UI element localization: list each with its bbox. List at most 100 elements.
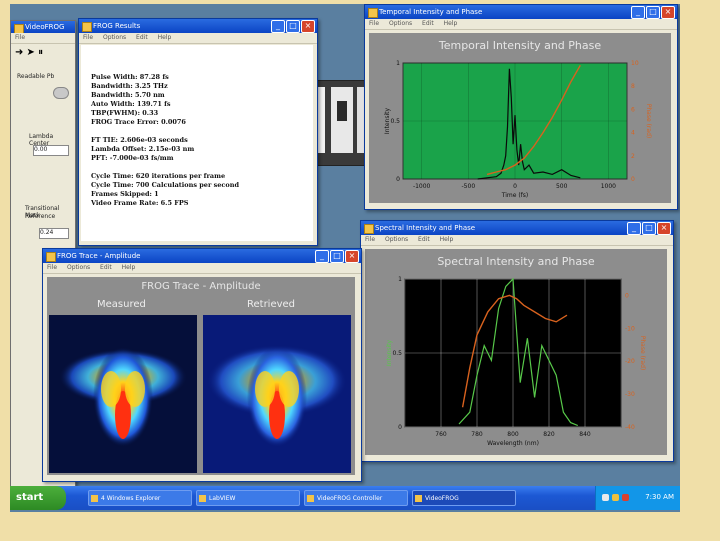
menu-help[interactable]: Help bbox=[443, 20, 458, 27]
task-explorer[interactable]: 4 Windows Explorer bbox=[88, 490, 192, 506]
task-videofrog[interactable]: VideoFROG bbox=[412, 490, 516, 506]
measured-trace-image bbox=[49, 315, 197, 473]
result-cycle-calcs: Cycle Time: 700 Calculations per second bbox=[91, 181, 239, 189]
system-tray: 7:30 AM bbox=[595, 486, 680, 510]
temporal-y2-tick-label: 2 bbox=[631, 153, 635, 160]
spectral-window[interactable]: Spectral Intensity and Phase _ □ × File … bbox=[360, 220, 674, 462]
result-ft-tie: FT TIE: 2.606e-03 seconds bbox=[91, 136, 188, 144]
menu-options[interactable]: Options bbox=[66, 264, 91, 271]
menu-options[interactable]: Options bbox=[102, 34, 127, 41]
result-auto-width: Auto Width: 139.71 fs bbox=[91, 100, 171, 108]
frog-results-window[interactable]: FROG Results _ □ × File Options Edit Hel… bbox=[78, 18, 318, 246]
close-button[interactable]: × bbox=[657, 222, 671, 235]
menu-file[interactable]: File bbox=[369, 20, 380, 27]
spectral-titlebar[interactable]: Spectral Intensity and Phase _ □ × bbox=[361, 221, 673, 235]
frog-trace-window-title: FROG Trace - Amplitude bbox=[57, 252, 141, 260]
temporal-y-tick-label: 1 bbox=[396, 60, 400, 67]
speaker-icon[interactable] bbox=[602, 494, 609, 501]
menu-edit[interactable]: Edit bbox=[418, 236, 430, 243]
task-explorer-label: 4 Windows Explorer bbox=[101, 495, 161, 502]
results-text-panel: Pulse Width: 87.28 fs Bandwidth: 3.25 TH… bbox=[81, 45, 313, 241]
menu-help[interactable]: Help bbox=[121, 264, 136, 271]
minimize-button[interactable]: _ bbox=[631, 6, 645, 19]
menu-edit[interactable]: Edit bbox=[136, 34, 148, 41]
close-button[interactable]: × bbox=[345, 250, 359, 263]
network-icon[interactable] bbox=[612, 494, 619, 501]
start-button[interactable]: start bbox=[10, 486, 66, 510]
frog-trace-titlebar[interactable]: FROG Trace - Amplitude _ □ × bbox=[43, 249, 361, 263]
temporal-x-axis-label: Time (fs) bbox=[501, 192, 529, 199]
close-button[interactable]: × bbox=[301, 20, 315, 33]
left-field-2[interactable]: 0.24 bbox=[39, 228, 69, 239]
spectral-y-tick-label: 1 bbox=[398, 276, 402, 283]
maximize-button[interactable]: □ bbox=[330, 250, 344, 263]
minimize-button[interactable]: _ bbox=[315, 250, 329, 263]
spectral-y2-axis-label: Phase (rad) bbox=[639, 336, 646, 370]
shield-icon[interactable] bbox=[622, 494, 629, 501]
menu-options[interactable]: Options bbox=[388, 20, 413, 27]
spectral-x-tick-label: 780 bbox=[471, 431, 483, 438]
result-tbp: TBP(FWHM): 0.33 bbox=[91, 109, 159, 117]
result-frames-skipped: Frames Skipped: 1 bbox=[91, 190, 159, 198]
maximize-button[interactable]: □ bbox=[646, 6, 660, 19]
menu-help[interactable]: Help bbox=[157, 34, 172, 41]
temporal-series-intensity bbox=[477, 68, 581, 180]
frog-trace-window[interactable]: FROG Trace - Amplitude _ □ × File Option… bbox=[42, 248, 362, 482]
window-controls: _ □ × bbox=[315, 250, 359, 263]
spectral-window-title: Spectral Intensity and Phase bbox=[375, 224, 476, 232]
left-window-titlebar[interactable]: VideoFROG bbox=[11, 21, 75, 33]
result-bandwidth-nm: Bandwidth: 5.70 nm bbox=[91, 91, 165, 99]
spectral-series-phase bbox=[461, 294, 568, 408]
result-trace-error: FROG Trace Error: 0.0076 bbox=[91, 118, 186, 126]
temporal-x-tick-label: 500 bbox=[556, 183, 568, 190]
temporal-window-title: Temporal Intensity and Phase bbox=[379, 8, 483, 16]
task-labview-label: LabVIEW bbox=[209, 495, 236, 502]
result-pulse-width: Pulse Width: 87.28 fs bbox=[91, 73, 169, 81]
temporal-titlebar[interactable]: Temporal Intensity and Phase _ □ × bbox=[365, 5, 677, 19]
menu-file[interactable]: File bbox=[47, 264, 58, 271]
menu-file[interactable]: File bbox=[83, 34, 94, 41]
minimize-button[interactable]: _ bbox=[271, 20, 285, 33]
spectral-plot-panel: Spectral Intensity and Phase 760 780 800 82… bbox=[365, 249, 667, 455]
left-toggle[interactable] bbox=[53, 87, 69, 99]
spectral-y2-tick-label: -10 bbox=[625, 325, 635, 332]
task-videofrog-controller[interactable]: VideoFROG Controller bbox=[304, 490, 408, 506]
spectral-series-intensity bbox=[458, 277, 579, 427]
frog-trace-menubar: File Options Edit Help bbox=[43, 263, 361, 274]
app-icon bbox=[14, 24, 24, 33]
left-label-1: Readable Pb bbox=[17, 73, 55, 80]
menu-edit[interactable]: Edit bbox=[422, 20, 434, 27]
minimize-button[interactable]: _ bbox=[627, 222, 641, 235]
temporal-y2-tick-label: 10 bbox=[631, 60, 639, 67]
menu-file[interactable]: File bbox=[15, 34, 26, 41]
menu-file[interactable]: File bbox=[365, 236, 376, 243]
app-icon bbox=[307, 495, 314, 502]
window-controls: _ □ × bbox=[631, 6, 675, 19]
window-controls: _ □ × bbox=[271, 20, 315, 33]
spectral-plot-title: Spectral Intensity and Phase bbox=[437, 255, 595, 268]
menu-options[interactable]: Options bbox=[384, 236, 409, 243]
temporal-x-tick-label: -1000 bbox=[413, 183, 431, 190]
left-field-1[interactable]: 0.00 bbox=[33, 145, 69, 156]
temporal-window[interactable]: Temporal Intensity and Phase _ □ × File … bbox=[364, 4, 678, 210]
frog-results-titlebar[interactable]: FROG Results _ □ × bbox=[79, 19, 317, 33]
menu-help[interactable]: Help bbox=[439, 236, 454, 243]
retrieved-label: Retrieved bbox=[247, 299, 296, 310]
maximize-button[interactable]: □ bbox=[642, 222, 656, 235]
frog-trace-panel: FROG Trace - Amplitude Measured Retrieve… bbox=[47, 277, 355, 475]
left-label-2: Lambda Center bbox=[29, 133, 54, 147]
close-button[interactable]: × bbox=[661, 6, 675, 19]
spectral-x-tick-label: 820 bbox=[543, 431, 555, 438]
menu-edit[interactable]: Edit bbox=[100, 264, 112, 271]
temporal-y2-tick-label: 4 bbox=[631, 130, 635, 137]
temporal-x-tick-label: 0 bbox=[513, 183, 517, 190]
toolbar-run-arrows[interactable]: ➜ ➤ ⏸ bbox=[15, 47, 44, 58]
frog-results-title: FROG Results bbox=[93, 22, 141, 30]
maximize-button[interactable]: □ bbox=[286, 20, 300, 33]
temporal-y2-tick-label: 6 bbox=[631, 106, 635, 113]
task-labview[interactable]: LabVIEW bbox=[196, 490, 300, 506]
folder-icon bbox=[91, 495, 98, 502]
app-icon bbox=[415, 495, 422, 502]
frog-results-menubar: File Options Edit Help bbox=[79, 33, 317, 44]
temporal-menubar: File Options Edit Help bbox=[365, 19, 677, 30]
